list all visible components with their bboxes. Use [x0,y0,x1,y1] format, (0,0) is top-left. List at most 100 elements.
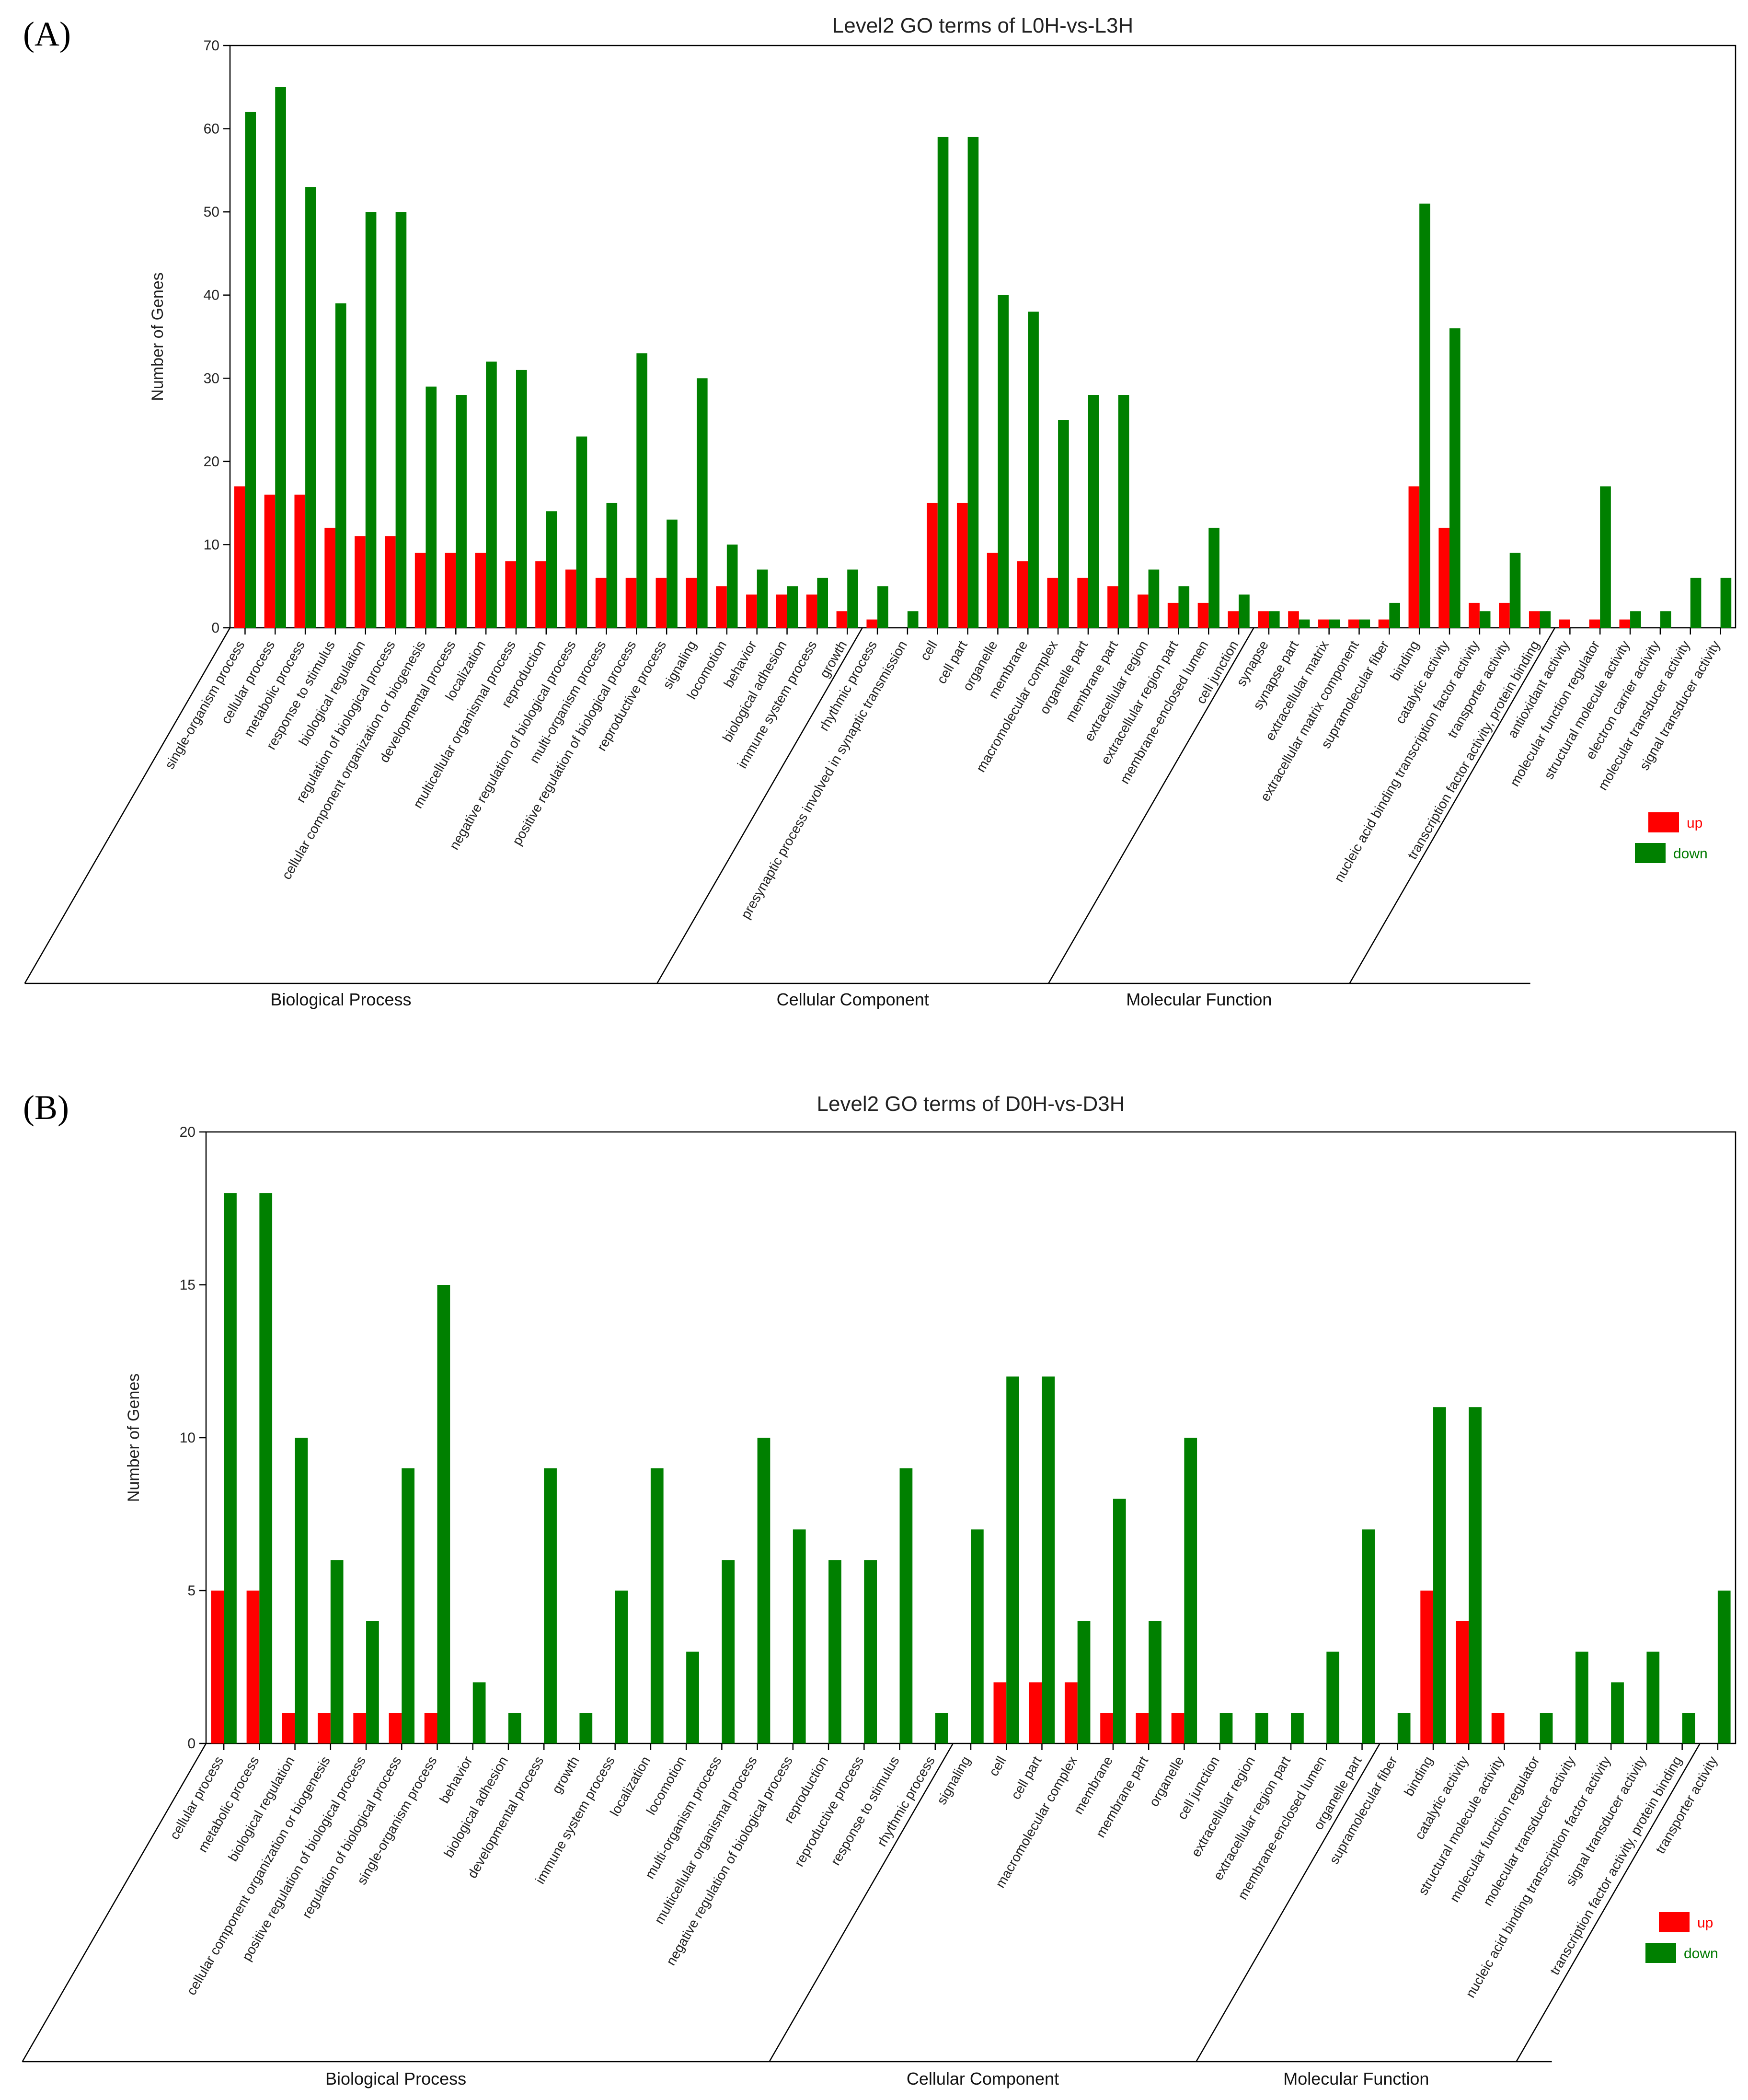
y-tick-label: 10 [180,1430,196,1446]
y-tick-label: 20 [180,1124,196,1140]
bar-up [211,1591,224,1743]
bar-up [1258,611,1269,628]
bar-up [445,553,456,628]
bar-up [389,1713,402,1743]
group-separator [1196,1743,1380,2062]
bar-down [847,569,858,628]
group-label: Molecular Function [1126,990,1272,1009]
chart-a: Level2 GO terms of L0H-vs-L3H Number of G… [24,14,1736,1009]
bar-up [716,586,727,628]
bar-up [1469,602,1480,628]
bar-down [1433,1407,1446,1743]
category-label: signaling [934,1754,973,1807]
bar-down [793,1529,806,1743]
bar-up [1420,1591,1434,1743]
bar-up [1064,1682,1078,1743]
bar-up [956,503,968,628]
group-label: Cellular Component [777,990,929,1009]
chart-b: Level2 GO terms of D0H-vs-D3H Number of G… [22,1092,1736,2088]
y-tick-label: 20 [204,454,219,470]
bar-up [1029,1682,1042,1743]
bar-up [414,553,426,628]
bar-up [1348,619,1359,628]
bar-down [1389,602,1400,628]
bar-down [365,212,377,628]
bar-up [1559,619,1570,628]
bar-down [971,1529,984,1743]
category-label: reproductive process [792,1754,867,1869]
bar-up [1288,611,1299,628]
bar-down [636,353,647,628]
bar-down [366,1621,379,1743]
category-label: cell [986,1754,1009,1779]
bar-down [259,1193,273,1743]
bar-up [234,486,245,628]
group-separator [1516,1743,1701,2062]
bar-down [877,586,888,628]
chart-title: Level2 GO terms of L0H-vs-L3H [832,14,1133,37]
bar-down [1268,611,1280,628]
bar-down [224,1193,237,1743]
bar-up [1136,1713,1149,1743]
bar-up [1499,602,1510,628]
bar-down [1118,395,1129,628]
category-label: biological adhesion [441,1754,511,1860]
y-tick-label: 15 [180,1277,196,1293]
bar-down [817,577,828,628]
bar-down [1299,619,1310,628]
panel-a-label: (A) [23,15,71,53]
bar-down [650,1468,664,1743]
category-label: binding [1401,1754,1436,1799]
bar-down [1326,1651,1340,1743]
y-tick-label: 0 [211,620,219,636]
bar-down [1575,1651,1588,1743]
bar-up [535,561,546,628]
bar-up [1491,1713,1505,1743]
bar-down [1600,486,1611,628]
bar-up [656,577,667,628]
bar-up [324,528,335,628]
bar-down [1148,569,1160,628]
y-axis-label: Number of Genes [149,272,167,401]
y-tick-label: 0 [187,1736,196,1752]
bar-down [1611,1682,1624,1743]
bar-down [1359,619,1370,628]
bar-down [1540,1713,1553,1743]
bar-up [1197,602,1209,628]
bar-up [776,594,787,628]
bar-down [1479,611,1491,628]
bar-down [1028,312,1039,628]
group-separator [1048,627,1254,984]
y-tick-label: 70 [204,38,219,54]
bar-down [1219,1713,1233,1743]
bar-down [1509,553,1521,628]
bar-up [1171,1713,1184,1743]
y-tick-label: 60 [204,121,219,137]
bar-down [1178,586,1190,628]
bar-down [615,1591,628,1743]
bar-down [1540,611,1551,628]
bar-up [1378,619,1390,628]
group-label: Biological Process [325,2069,466,2088]
bar-up [475,553,486,628]
bar-up [1619,619,1631,628]
legend-swatch-up [1648,812,1679,832]
bar-up [282,1713,295,1743]
bar-up [806,594,817,628]
bar-down [1184,1438,1197,1743]
bar-down [1717,1591,1731,1743]
bar-down [330,1560,344,1743]
bar-down [1362,1529,1375,1743]
group-separator [24,627,231,984]
bar-down [1449,328,1460,628]
bar-down [472,1682,486,1743]
bar-down [787,586,798,628]
bar-down [864,1560,877,1743]
bar-up [318,1713,331,1743]
legend-label-down: down [1684,1946,1718,1962]
plot-frame [229,45,1736,629]
bar-up [1456,1621,1469,1743]
bar-up [927,503,938,628]
bar-down [1329,619,1340,628]
